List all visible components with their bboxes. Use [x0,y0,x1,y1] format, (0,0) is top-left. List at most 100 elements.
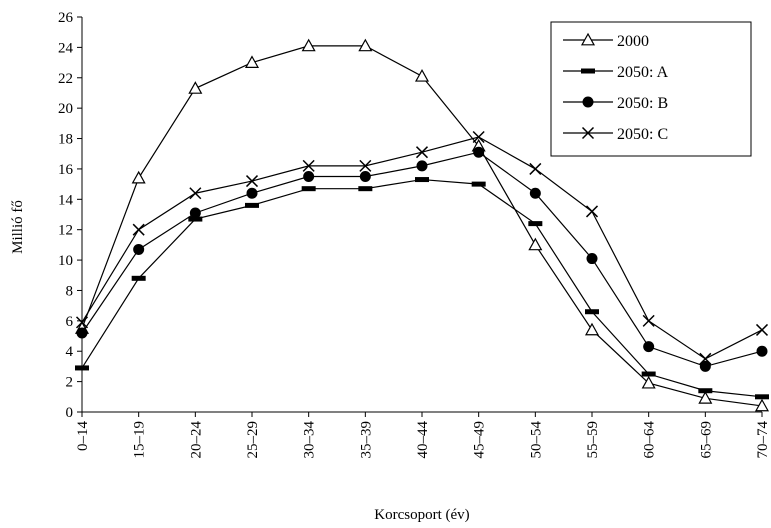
data-point [359,171,371,183]
y-tick-label: 2 [66,375,74,391]
data-point [75,365,89,371]
chart-series [74,38,770,412]
data-point [754,398,770,412]
x-marker-stroke [585,205,599,218]
legend-marker [582,96,594,108]
x-tick-label: 20–24 [188,421,204,459]
x-marker-stroke [472,130,485,144]
y-axis-label: Millió fő [10,200,26,254]
x-tick-label: 65–69 [698,421,714,459]
x-marker-stroke [132,223,145,236]
chart-legend: 2000 2050: A 2050: B 2050: C [550,21,752,157]
data-point [133,243,145,255]
y-tick-label: 26 [58,10,74,26]
data-point [699,360,711,372]
data-point [641,375,656,389]
x-tick-label: 45–49 [472,421,488,459]
data-point [528,221,543,227]
data-point [301,38,316,52]
series-3 [75,130,769,365]
legend-label: 2050: B [617,95,668,112]
x-tick-label: 60–64 [642,421,658,459]
data-point [643,341,655,353]
x-marker-stroke [359,159,372,172]
data-point [303,171,315,183]
data-point [755,394,769,400]
x-tick-label: 35–39 [358,421,374,459]
data-point [641,371,656,377]
y-tick-label: 16 [58,162,74,178]
legend-label: 2000 [617,33,649,50]
x-tick-label: 15–19 [132,421,148,459]
y-tick-label: 0 [66,405,74,421]
data-point [529,187,541,199]
series-1 [75,177,769,400]
data-point [698,388,713,394]
x-marker-stroke [415,146,429,159]
series-line [81,178,763,398]
data-point [528,237,543,251]
y-tick-label: 14 [58,192,74,208]
y-tick-label: 22 [58,71,73,87]
x-marker-stroke [245,175,259,188]
x-marker-stroke [581,126,595,140]
x-tick-label: 40–44 [415,421,431,459]
data-point [75,316,89,329]
data-point [414,69,430,82]
data-point [188,216,203,222]
legend-label: 2050: A [617,64,669,81]
data-point [415,146,429,159]
data-point [189,187,202,200]
data-point [756,345,768,357]
data-point [188,81,203,94]
x-axis-label: Korcsoport (év) [374,507,469,523]
x-marker-stroke [699,352,712,365]
data-point [529,162,542,175]
legend-label: 2050: C [617,126,668,143]
data-point [301,186,316,192]
legend-marker [581,68,595,74]
data-point [359,159,372,172]
data-point [131,170,146,184]
legend-marker [580,32,596,46]
data-point [585,309,599,315]
y-tick-label: 6 [66,314,74,330]
x-marker-stroke [642,314,655,327]
data-point [698,391,713,404]
x-tick-label: 70–74 [755,421,771,459]
x-tick-label: 0–14 [75,421,91,452]
x-tick-label: 55–59 [585,421,601,459]
x-marker-stroke [302,159,315,172]
data-point [415,177,429,183]
data-point [244,55,260,68]
data-point [245,175,259,188]
x-tick-label: 30–34 [302,421,318,459]
series-line [81,151,763,368]
data-point [131,275,146,281]
data-point [358,38,373,52]
x-tick-label: 50–54 [528,421,544,459]
data-point [245,202,259,208]
x-marker-stroke [529,162,542,175]
data-point [472,130,485,144]
y-tick-label: 24 [58,40,74,56]
data-point [473,146,485,158]
y-tick-label: 20 [58,101,73,117]
data-point [585,205,599,218]
data-point [358,186,373,192]
data-point [302,159,315,172]
data-point [642,314,655,327]
data-point [76,327,88,339]
data-point [132,223,145,236]
data-point [755,323,769,336]
data-point [246,187,258,199]
data-point [416,160,428,172]
series-2 [76,146,768,372]
x-marker-stroke [189,187,202,200]
y-tick-label: 12 [58,223,73,239]
x-marker-stroke [75,316,89,329]
y-tick-label: 8 [66,283,74,299]
data-point [584,322,600,336]
